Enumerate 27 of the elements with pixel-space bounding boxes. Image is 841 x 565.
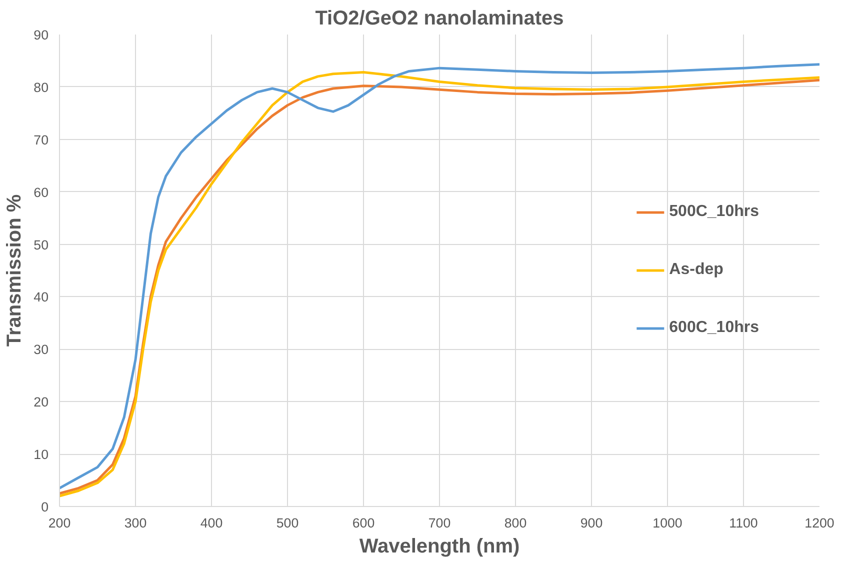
x-tick-label: 1200 (804, 516, 834, 530)
x-tick-label: 700 (428, 516, 451, 530)
x-tick-label: 300 (124, 516, 147, 530)
y-axis-title: Transmission % (4, 194, 26, 347)
y-tick-label: 10 (34, 447, 49, 462)
y-tick-label: 50 (34, 237, 49, 252)
x-tick-label: 900 (580, 516, 603, 530)
y-tick-label: 40 (34, 290, 49, 305)
legend-label: 600C_10hrs (669, 319, 759, 337)
x-tick-label: 500 (276, 516, 299, 530)
x-tick-label: 600 (352, 516, 375, 530)
x-tick-label: 400 (200, 516, 223, 530)
x-tick-label: 200 (48, 516, 71, 530)
y-tick-label: 30 (34, 342, 49, 358)
y-tick-label: 70 (34, 132, 49, 148)
y-tick-label: 90 (34, 28, 49, 42)
y-tick-label: 0 (41, 500, 49, 514)
chart-title: TiO2/GeO2 nanolaminates (315, 8, 564, 30)
y-tick-label: 80 (34, 80, 49, 95)
y-tick-label: 60 (34, 184, 49, 200)
x-tick-label: 800 (504, 516, 527, 530)
x-axis-title: Wavelength (nm) (359, 536, 520, 558)
legend-label: As-dep (669, 261, 724, 279)
legend-label: 500C_10hrs (669, 203, 759, 221)
x-tick-label: 1100 (729, 516, 758, 530)
y-tick-label: 20 (34, 394, 49, 410)
x-tick-label: 1000 (652, 516, 682, 530)
